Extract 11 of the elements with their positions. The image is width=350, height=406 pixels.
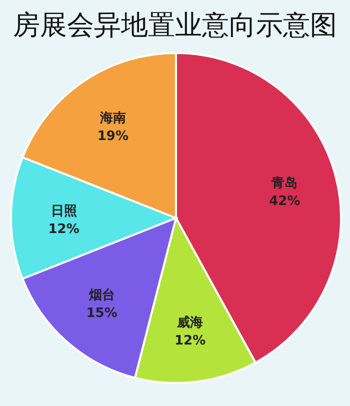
data-label: 42% [269, 194, 300, 210]
data-label: 19% [97, 129, 128, 144]
slice-label: 日照 [50, 204, 77, 219]
data-label: 12% [48, 222, 80, 237]
data-label: 12% [174, 333, 206, 348]
slice-label: 威海 [176, 314, 204, 330]
data-label: 15% [86, 306, 118, 322]
slice-label: 海南 [98, 111, 126, 126]
chart-title: 房展会异地置业意向示意图 [13, 10, 337, 40]
slice-label: 青岛 [270, 176, 298, 192]
slice-label: 烟台 [88, 287, 115, 304]
